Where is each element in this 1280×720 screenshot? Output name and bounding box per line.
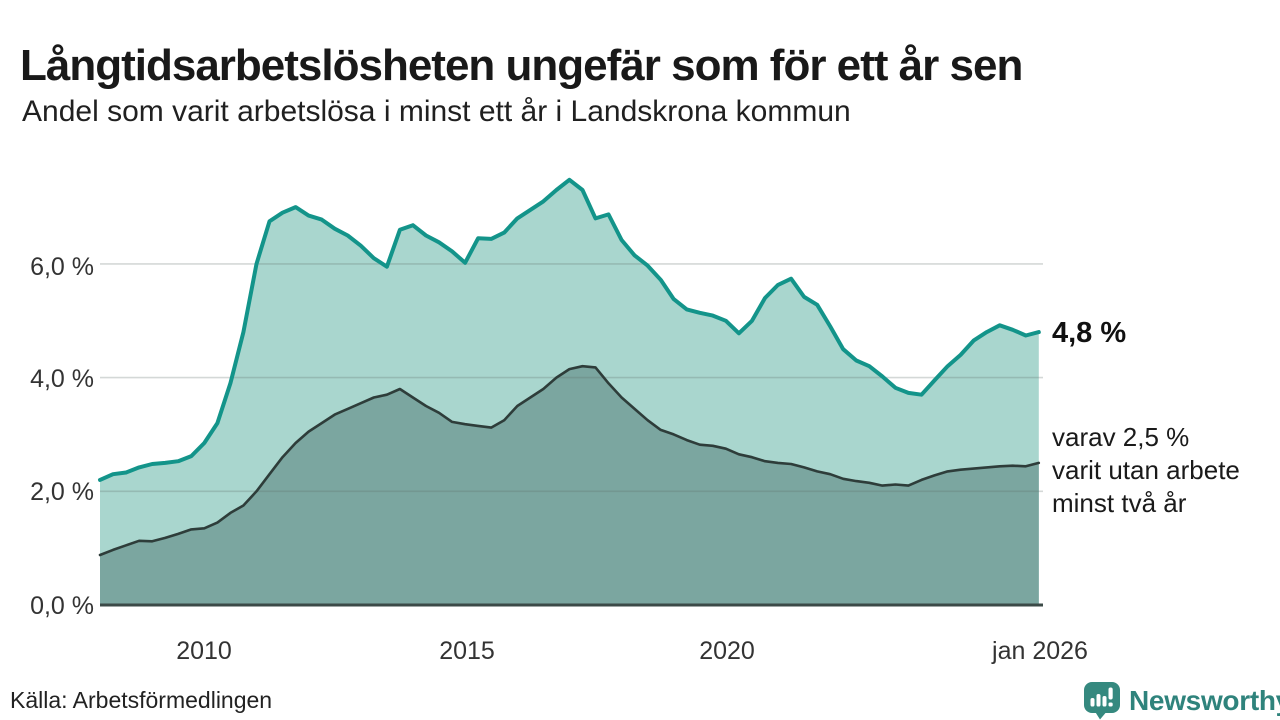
area-fill-series-1 — [100, 366, 1039, 605]
x-axis-label-jan-2026: jan 2026 — [992, 637, 1088, 665]
page-title: Långtidsarbetslösheten ungefär som för e… — [20, 41, 1023, 91]
secondary-annotation-line1: varav 2,5 % — [1052, 422, 1190, 452]
newsworthy-logo-icon — [1084, 682, 1120, 720]
x-axis-label-2010: 2010 — [176, 637, 232, 665]
chart-series-lines — [98, 177, 1041, 557]
secondary-annotation-line3: minst två år — [1052, 488, 1187, 518]
x-axis-label-2015: 2015 — [439, 637, 495, 665]
y-axis-label-6: 6,0 % — [30, 253, 94, 281]
chart-subtitle: Andel som varit arbetslösa i minst ett å… — [22, 95, 851, 128]
line-series-1 — [98, 364, 1041, 557]
x-axis-label-2020: 2020 — [699, 637, 755, 665]
source-label: Källa: Arbetsförmedlingen — [10, 687, 273, 713]
y-axis-label-0: 0,0 % — [30, 592, 94, 620]
y-axis-label-4: 4,0 % — [30, 365, 94, 393]
brand-logo: Newsworthy — [1082, 681, 1280, 720]
secondary-annotation: varav 2,5 % varit utan arbete minst två … — [1052, 421, 1240, 520]
line-series-0 — [98, 177, 1041, 482]
y-axis-label-2: 2,0 % — [30, 478, 94, 506]
secondary-annotation-line2: varit utan arbete — [1052, 455, 1240, 485]
latest-value-annotation: 4,8 % — [1052, 317, 1127, 349]
brand-wordmark: Newsworthy — [1129, 684, 1280, 716]
chart-area-fills — [100, 179, 1039, 606]
